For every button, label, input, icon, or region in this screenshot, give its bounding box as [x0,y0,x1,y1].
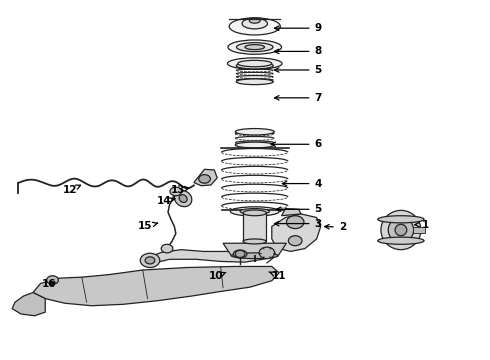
Circle shape [259,247,275,258]
Circle shape [161,244,173,253]
Ellipse shape [236,63,273,69]
Polygon shape [272,214,320,251]
Ellipse shape [243,239,267,244]
Polygon shape [194,169,217,186]
Circle shape [140,253,160,267]
Ellipse shape [236,79,273,85]
Text: 4: 4 [282,179,322,189]
Ellipse shape [242,18,268,29]
Ellipse shape [229,18,280,35]
Circle shape [145,257,155,264]
Text: 2: 2 [325,222,346,232]
Text: 9: 9 [274,23,321,33]
Text: 12: 12 [62,185,80,195]
Text: 14: 14 [157,197,175,206]
Text: 10: 10 [209,271,226,282]
Ellipse shape [240,208,270,214]
Bar [243,213,267,242]
Text: 11: 11 [269,271,286,281]
Ellipse shape [249,18,260,23]
Circle shape [47,276,58,284]
Ellipse shape [388,217,414,243]
Text: 16: 16 [42,279,56,289]
Bar [413,227,425,233]
Text: 5: 5 [274,65,322,75]
Ellipse shape [179,195,187,202]
Circle shape [287,216,304,229]
Circle shape [199,175,210,183]
Text: 6: 6 [271,139,322,149]
Ellipse shape [230,207,279,216]
Text: 15: 15 [138,221,158,231]
Ellipse shape [238,60,272,67]
Ellipse shape [381,210,421,249]
Polygon shape [33,266,279,306]
Ellipse shape [395,224,407,236]
Ellipse shape [243,210,267,216]
Polygon shape [12,293,45,316]
Text: 5: 5 [276,204,322,214]
Text: 8: 8 [274,46,322,57]
Ellipse shape [237,42,273,51]
Text: 1: 1 [415,220,429,230]
Ellipse shape [378,237,424,244]
Circle shape [288,236,302,246]
Ellipse shape [233,250,247,258]
Ellipse shape [228,40,282,54]
Polygon shape [223,243,287,256]
Text: 3: 3 [274,219,322,229]
Polygon shape [150,246,277,264]
Ellipse shape [245,45,265,50]
Ellipse shape [227,58,282,69]
Polygon shape [282,208,301,216]
Ellipse shape [235,129,274,135]
Ellipse shape [174,190,192,207]
Circle shape [170,187,182,196]
Ellipse shape [378,216,424,223]
Text: 7: 7 [274,93,322,103]
Circle shape [235,250,245,257]
Ellipse shape [235,142,274,148]
Ellipse shape [231,253,278,258]
Text: 13: 13 [171,185,189,195]
